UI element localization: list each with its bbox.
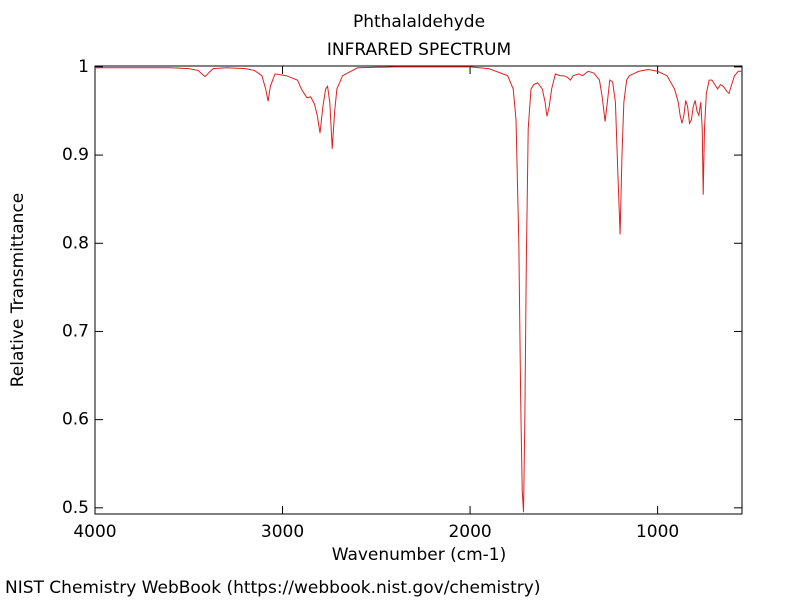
x-axis-label: Wavenumber (cm-1)	[332, 545, 507, 565]
y-axis-label: Relative Transmittance	[8, 193, 28, 388]
y-tick-label: 0.6	[62, 410, 89, 430]
y-tick-label: 0.9	[62, 145, 89, 165]
chart-title: Phthalaldehyde	[353, 12, 485, 32]
x-tick-label: 4000	[73, 522, 116, 542]
source-note: NIST Chemistry WebBook (https://webbook.…	[5, 578, 540, 598]
y-tick-label: 0.7	[62, 321, 89, 341]
x-tick-label: 2000	[448, 522, 491, 542]
y-tick-label: 1	[78, 57, 89, 77]
spectrum-line	[95, 66, 742, 513]
x-tick-label: 1000	[636, 522, 679, 542]
y-tick-label: 0.5	[62, 498, 89, 518]
y-tick-label: 0.8	[62, 233, 89, 253]
chart-subtitle: INFRARED SPECTRUM	[327, 40, 511, 60]
plot-frame	[94, 65, 743, 515]
x-tick-label: 3000	[261, 522, 304, 542]
